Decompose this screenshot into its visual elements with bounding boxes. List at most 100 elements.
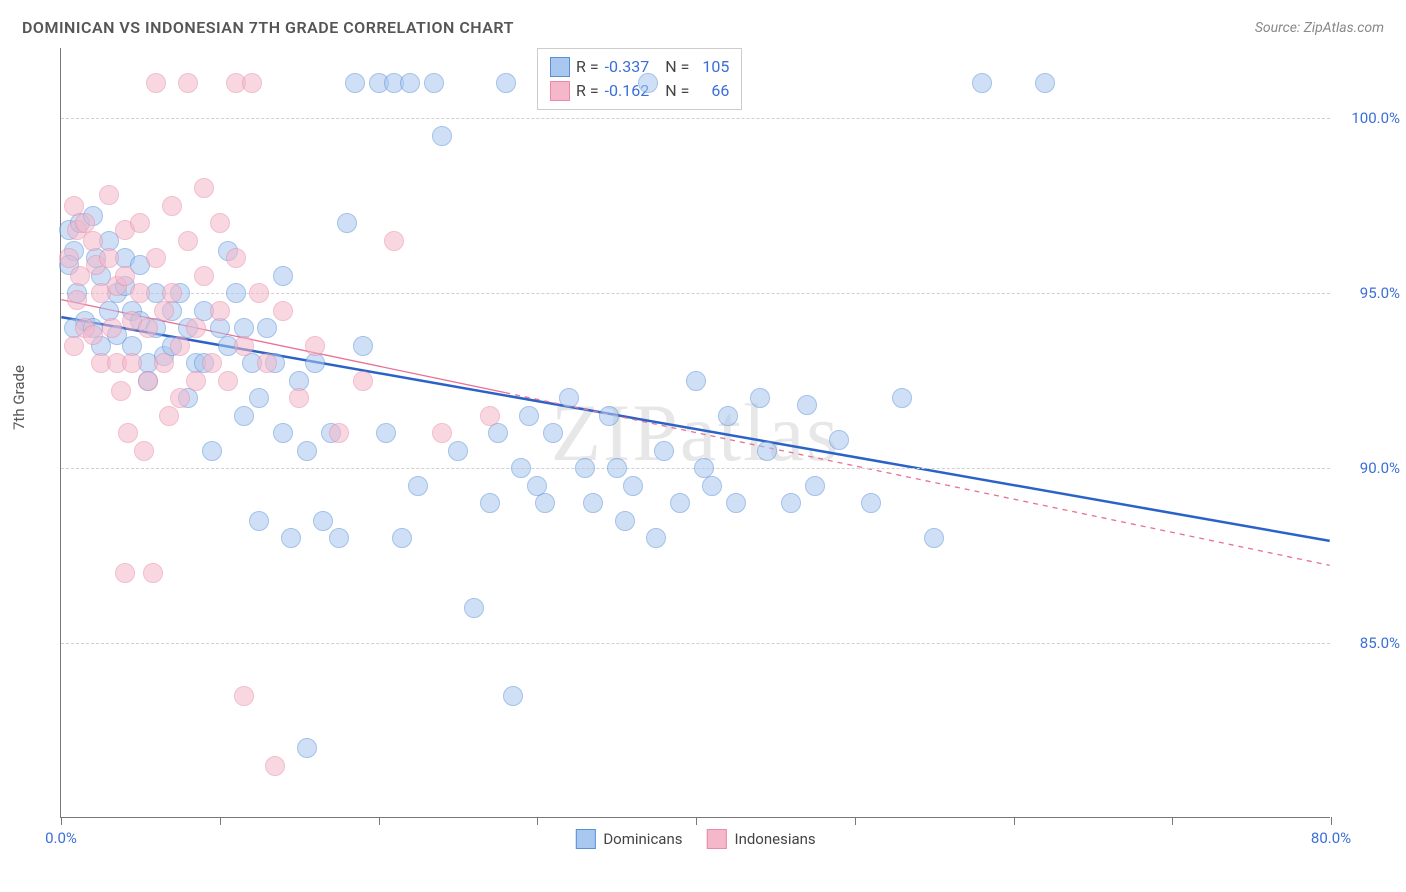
data-point [638,73,658,93]
data-point [448,441,468,461]
y-tick-label: 95.0% [1340,284,1400,302]
data-point [218,371,238,391]
legend-r-label: R = [576,79,599,103]
data-point [392,528,412,548]
data-point [178,73,198,93]
legend-swatch [550,81,570,101]
data-point [234,406,254,426]
data-point [249,511,269,531]
data-point [273,423,293,443]
data-point [805,476,825,496]
data-point [257,353,277,373]
data-point [543,423,563,443]
y-axis-label: 7th Grade [10,365,28,430]
x-tick [220,817,221,825]
data-point [118,423,138,443]
data-point [345,73,365,93]
legend-row: R =-0.337N =105 [550,55,729,79]
data-point [583,493,603,513]
data-point [234,686,254,706]
data-point [99,248,119,268]
series-legend-label: Indonesians [734,830,815,848]
data-point [138,371,158,391]
legend-n-label: N = [665,55,689,79]
data-point [424,73,444,93]
data-point [353,336,373,356]
series-legend: DominicansIndonesians [575,829,815,849]
data-point [575,458,595,478]
data-point [607,458,627,478]
data-point [726,493,746,513]
data-point [535,493,555,513]
legend-swatch [575,829,595,849]
data-point [400,73,420,93]
x-tick [379,817,380,825]
x-tick-label: 0.0% [45,829,77,847]
data-point [273,266,293,286]
x-tick [855,817,856,825]
data-point [297,738,317,758]
data-point [686,371,706,391]
data-point [496,73,516,93]
chart-header: DOMINICAN VS INDONESIAN 7TH GRADE CORREL… [22,18,1384,37]
data-point [623,476,643,496]
legend-swatch [550,57,570,77]
data-point [257,318,277,338]
y-tick-label: 85.0% [1340,634,1400,652]
data-point [599,406,619,426]
data-point [186,371,206,391]
chart-title: DOMINICAN VS INDONESIAN 7TH GRADE CORREL… [22,18,514,37]
data-point [67,290,87,310]
data-point [210,213,230,233]
data-point [408,476,428,496]
data-point [130,213,150,233]
data-point [146,73,166,93]
x-tick [1014,817,1015,825]
x-tick [61,817,62,825]
data-point [757,441,777,461]
data-point [265,756,285,776]
data-point [337,213,357,233]
x-tick [537,817,538,825]
x-tick-label: 80.0% [1311,829,1351,847]
data-point [154,301,174,321]
chart-source: Source: ZipAtlas.com [1255,20,1384,36]
data-point [519,406,539,426]
data-point [99,185,119,205]
data-point [353,371,373,391]
data-point [162,196,182,216]
data-point [194,266,214,286]
data-point [102,318,122,338]
data-point [313,511,333,531]
data-point [178,231,198,251]
data-point [488,423,508,443]
x-tick [1172,817,1173,825]
data-point [384,231,404,251]
data-point [376,423,396,443]
data-point [83,325,103,345]
x-tick [1331,817,1332,825]
data-point [138,318,158,338]
data-point [646,528,666,548]
data-point [924,528,944,548]
data-point [297,441,317,461]
series-legend-item: Indonesians [706,829,815,849]
y-tick-label: 90.0% [1340,459,1400,477]
data-point [480,406,500,426]
data-point [511,458,531,478]
data-point [226,283,246,303]
gridline [61,118,1330,119]
data-point [273,301,293,321]
data-point [186,318,206,338]
data-point [305,336,325,356]
legend-n-value: 105 [695,55,729,79]
data-point [972,73,992,93]
data-point [226,248,246,268]
data-point [202,441,222,461]
data-point [146,248,166,268]
legend-r-label: R = [576,55,599,79]
data-point [249,388,269,408]
data-point [115,563,135,583]
data-point [503,686,523,706]
data-point [1035,73,1055,93]
